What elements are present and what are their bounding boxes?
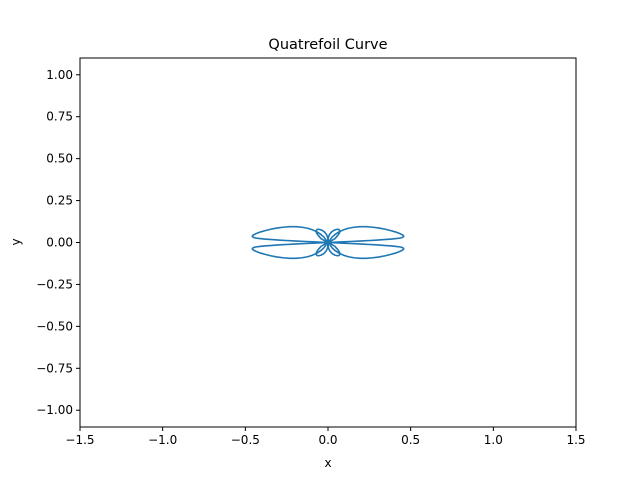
y-tick-label: −0.50 <box>36 319 73 333</box>
y-tick-label: 0.75 <box>46 110 73 124</box>
curve-layer <box>251 225 405 260</box>
y-tick-label: −1.00 <box>36 403 73 417</box>
y-tick-label: 0.00 <box>46 236 73 250</box>
x-tick-label: −0.5 <box>231 433 260 447</box>
x-axis: −1.5 −1.0 −0.5 0.0 0.5 1.0 1.5 <box>65 427 586 447</box>
x-tick-label: −1.5 <box>65 433 94 447</box>
y-tick-label: −0.25 <box>36 277 73 291</box>
y-tick-label: 1.00 <box>46 68 73 82</box>
x-tick-label: 1.5 <box>566 433 585 447</box>
y-axis-label: y <box>9 238 23 245</box>
x-tick-label: −1.0 <box>148 433 177 447</box>
chart-title: Quatrefoil Curve <box>268 37 387 53</box>
y-axis: 1.00 0.75 0.50 0.25 0.00 −0.25 −0.50 −0.75 −1.00 <box>36 68 80 417</box>
y-tick-label: 0.50 <box>46 152 73 166</box>
curve-line-0 <box>251 225 405 260</box>
x-axis-label: x <box>324 456 331 470</box>
x-tick-label: 0.5 <box>401 433 420 447</box>
y-tick-label: 0.25 <box>46 194 73 208</box>
x-tick-label: 1.0 <box>484 433 503 447</box>
x-tick-label: 0.0 <box>318 433 337 447</box>
y-tick-label: −0.75 <box>36 361 73 375</box>
